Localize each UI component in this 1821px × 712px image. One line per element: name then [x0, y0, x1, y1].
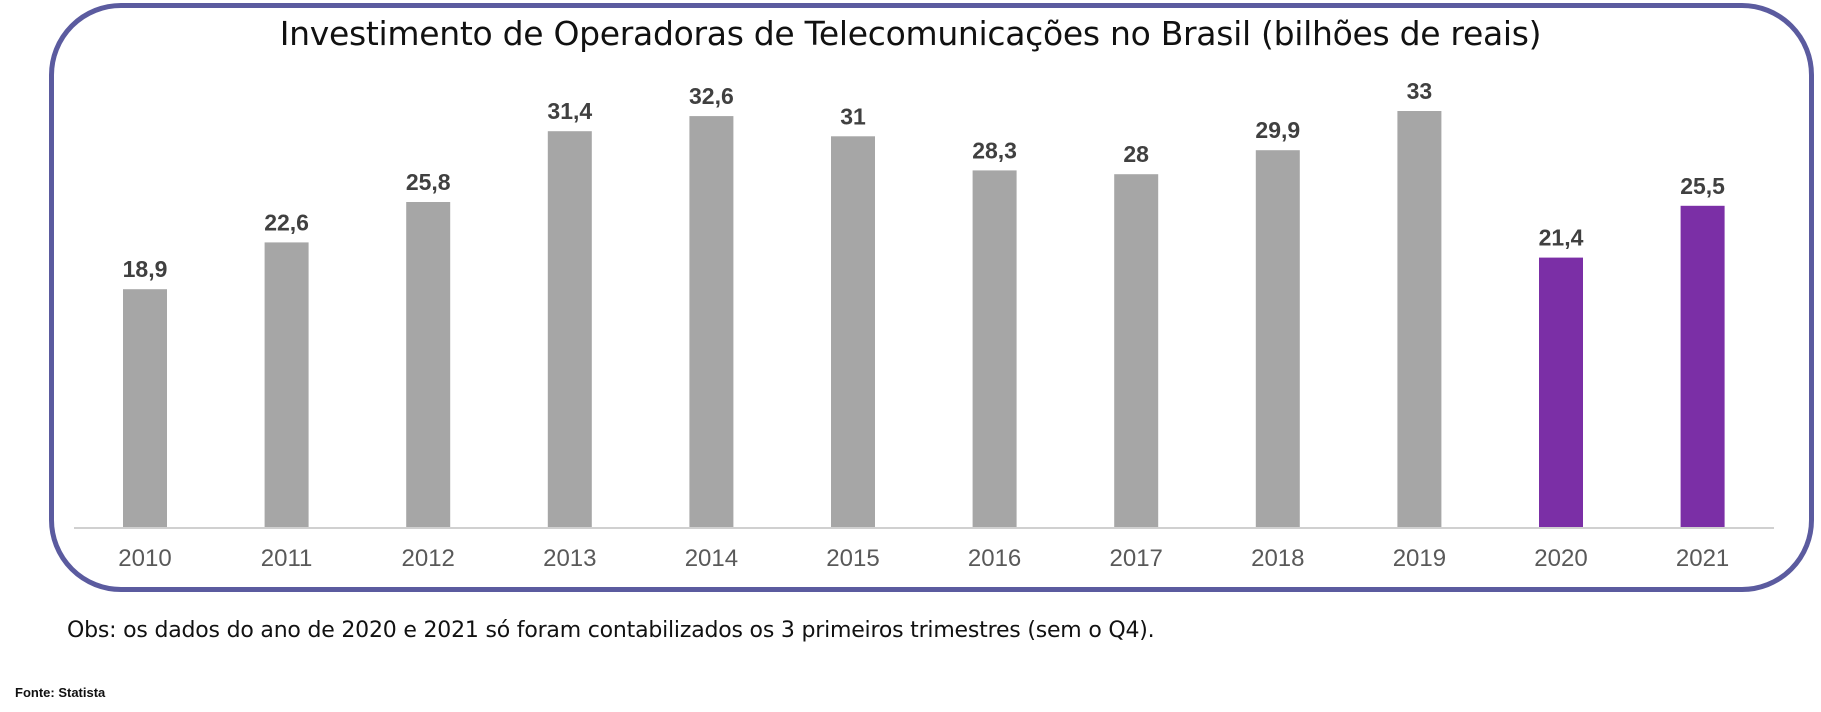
bar-2013	[547, 131, 592, 528]
x-tick-label-2013: 2013	[543, 545, 596, 572]
value-label-2021: 25,5	[1680, 173, 1725, 199]
x-tick-label-2017: 2017	[1110, 545, 1163, 572]
bar-2021	[1680, 205, 1725, 529]
chart-title: Investimento de Operadoras de Telecomuni…	[279, 14, 1542, 53]
x-tick-labels-layer: 2010 2011 2012 2013 2014 2015 2016 2017 2018 2019…	[118, 545, 1729, 572]
value-label-2019: 33	[1407, 78, 1433, 104]
bar-2011	[264, 242, 309, 528]
bar-2016	[972, 170, 1017, 528]
x-tick-label-2021: 2021	[1676, 545, 1729, 572]
x-tick-label-2012: 2012	[402, 545, 455, 572]
value-label-2014: 32,6	[689, 83, 734, 109]
bars-layer	[123, 111, 1725, 529]
x-tick-label-2020: 2020	[1534, 545, 1587, 572]
bar-chart: 18,9 22,6 25,8 31,4 32,6 31 28,3 28 29,9 33 21,4 25…	[74, 78, 1774, 572]
x-tick-label-2015: 2015	[826, 545, 879, 572]
x-tick-label-2014: 2014	[685, 545, 738, 572]
chart-frame	[49, 3, 1814, 592]
x-tick-label-2010: 2010	[118, 545, 171, 572]
bar-2018	[1255, 150, 1300, 528]
x-tick-label-2016: 2016	[968, 545, 1021, 572]
x-tick-label-2011: 2011	[261, 545, 313, 572]
bar-2015	[831, 136, 875, 529]
value-label-2018: 29,9	[1255, 117, 1300, 143]
value-label-2020: 21,4	[1539, 225, 1584, 251]
value-label-2011: 22,6	[264, 209, 309, 235]
value-labels-layer: 18,9 22,6 25,8 31,4 32,6 31 28,3 28 29,9 33 21,4 25…	[123, 78, 1726, 282]
bar-2017	[1114, 174, 1159, 528]
value-label-2017: 28	[1123, 141, 1149, 167]
value-label-2016: 28,3	[972, 137, 1017, 163]
source-note: Fonte: Statista	[15, 685, 106, 700]
value-label-2010: 18,9	[123, 256, 168, 282]
bar-2020	[1539, 257, 1583, 528]
bar-2014	[689, 116, 734, 528]
bar-2012	[406, 202, 451, 528]
bar-2010	[123, 289, 167, 528]
bar-2019	[1397, 111, 1442, 528]
value-label-2015: 31	[840, 103, 866, 129]
value-label-2013: 31,4	[547, 98, 592, 124]
x-tick-label-2018: 2018	[1251, 545, 1304, 572]
x-tick-label-2019: 2019	[1393, 545, 1446, 572]
observation-note: Obs: os dados do ano de 2020 e 2021 só f…	[67, 618, 1155, 643]
value-label-2012: 25,8	[406, 169, 451, 195]
